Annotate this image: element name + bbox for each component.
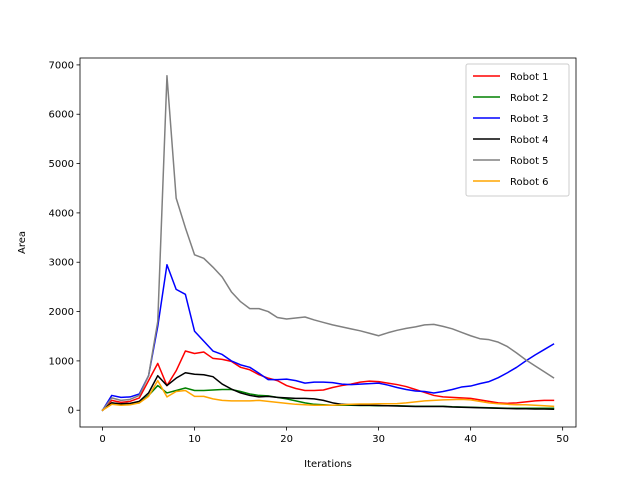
x-tick-label: 10 (188, 434, 201, 445)
legend-label: Robot 5 (510, 156, 549, 167)
series-layer (101, 75, 555, 412)
x-tick-label: 0 (99, 434, 105, 445)
x-tick-label: 40 (464, 434, 477, 445)
series-line-robot-1 (101, 350, 555, 412)
series-line-robot-4 (101, 371, 555, 412)
y-tick-label: 3000 (49, 258, 74, 269)
y-tick-label: 1000 (49, 356, 74, 367)
series-line-robot-6 (101, 379, 555, 412)
x-axis: 0 10 20 30 40 50 (99, 427, 569, 445)
y-axis: 0 1000 2000 3000 4000 5000 6000 7000 (49, 60, 80, 417)
axes-frame (79, 57, 577, 428)
y-axis-label: Area (17, 231, 28, 254)
series-line-robot-5 (101, 75, 555, 412)
legend-label: Robot 2 (510, 93, 549, 104)
legend-label: Robot 3 (510, 114, 549, 125)
y-tick-label: 5000 (49, 159, 74, 170)
y-tick-label: 0 (68, 406, 74, 417)
legend: Robot 1 Robot 2 Robot 3 Robot 4 Robot 5 Robot… (465, 63, 570, 197)
y-tick-label: 2000 (49, 307, 74, 318)
legend-label: Robot 1 (510, 72, 549, 83)
y-tick-label: 6000 (49, 110, 74, 121)
legend-label: Robot 4 (510, 135, 549, 146)
x-axis-label: Iterations (304, 459, 352, 470)
y-tick-label: 7000 (49, 60, 74, 71)
x-tick-label: 50 (556, 434, 569, 445)
series-line-robot-3 (101, 263, 555, 412)
x-tick-label: 20 (280, 434, 293, 445)
x-tick-label: 30 (372, 434, 385, 445)
y-tick-label: 4000 (49, 208, 74, 219)
legend-label: Robot 6 (510, 177, 549, 188)
